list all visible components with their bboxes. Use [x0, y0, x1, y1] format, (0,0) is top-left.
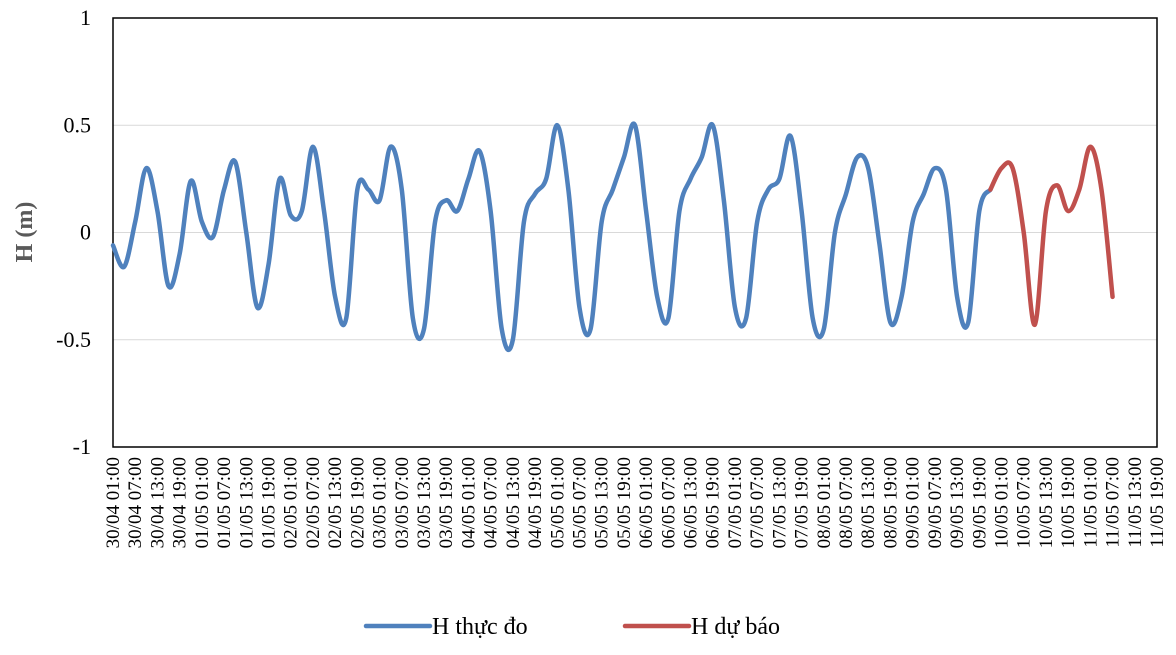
x-tick-label: 03/05 07:00 — [392, 457, 413, 548]
x-tick-label: 30/04 01:00 — [103, 457, 124, 548]
series-line-0 — [110, 121, 993, 353]
y-tick-label: 0.5 — [64, 112, 92, 137]
y-tick-label: 0 — [80, 220, 91, 245]
x-tick-label: 30/04 19:00 — [170, 457, 191, 548]
x-tick-label: 02/05 01:00 — [281, 457, 302, 548]
series-lines — [110, 121, 1115, 353]
x-tick-label: 05/05 01:00 — [547, 457, 568, 548]
y-tick-label: -1 — [73, 434, 91, 459]
y-tick-label: -0.5 — [56, 327, 91, 352]
x-tick-label: 01/05 19:00 — [258, 457, 279, 548]
x-tick-label: 08/05 13:00 — [858, 457, 879, 548]
x-tick-label: 04/05 07:00 — [481, 457, 502, 548]
x-tick-label: 09/05 07:00 — [925, 457, 946, 548]
x-tick-label: 07/05 19:00 — [792, 457, 813, 548]
legend-label-1: H dự báo — [691, 614, 780, 640]
series-line-1 — [988, 144, 1115, 328]
x-tick-label: 03/05 19:00 — [436, 457, 457, 548]
x-tick-label: 04/05 19:00 — [525, 457, 546, 548]
x-tick-label: 08/05 07:00 — [836, 457, 857, 548]
x-tick-label: 02/05 19:00 — [347, 457, 368, 548]
x-tick-label: 05/05 13:00 — [592, 457, 613, 548]
x-tick-label: 08/05 01:00 — [814, 457, 835, 548]
gridlines — [113, 124, 1157, 341]
x-tick-label: 10/05 19:00 — [1058, 457, 1079, 548]
x-tick-label: 30/04 13:00 — [147, 457, 168, 548]
y-tick-label: 1 — [80, 5, 91, 30]
x-tick-label: 05/05 07:00 — [569, 457, 590, 548]
x-tick-label: 06/05 07:00 — [658, 457, 679, 548]
x-tick-label: 11/05 19:00 — [1147, 457, 1168, 548]
x-tick-label: 06/05 13:00 — [681, 457, 702, 548]
x-tick-label: 11/05 13:00 — [1125, 457, 1146, 548]
x-tick-label: 09/05 19:00 — [969, 457, 990, 548]
x-tick-label: 01/05 01:00 — [192, 457, 213, 548]
x-tick-label: 02/05 07:00 — [303, 457, 324, 548]
x-tick-label: 01/05 13:00 — [236, 457, 257, 548]
x-tick-label: 05/05 19:00 — [614, 457, 635, 548]
x-tick-label: 04/05 01:00 — [458, 457, 479, 548]
x-tick-label: 06/05 01:00 — [636, 457, 657, 548]
y-tick-labels: 1 0.5 0 -0.5 -1 — [56, 5, 91, 459]
x-tick-label: 07/05 07:00 — [747, 457, 768, 548]
x-tick-label: 04/05 13:00 — [503, 457, 524, 548]
x-tick-label: 08/05 19:00 — [880, 457, 901, 548]
x-tick-label: 30/04 07:00 — [125, 457, 146, 548]
x-tick-label: 11/05 07:00 — [1103, 457, 1124, 548]
x-tick-label: 01/05 07:00 — [214, 457, 235, 548]
x-tick-label: 07/05 13:00 — [769, 457, 790, 548]
legend-label-0: H thực đo — [432, 614, 528, 640]
x-tick-label: 11/05 01:00 — [1080, 457, 1101, 548]
x-tick-label: 10/05 07:00 — [1014, 457, 1035, 548]
x-tick-label: 02/05 13:00 — [325, 457, 346, 548]
x-tick-label: 03/05 01:00 — [370, 457, 391, 548]
x-tick-label: 09/05 13:00 — [947, 457, 968, 548]
x-tick-label: 07/05 01:00 — [725, 457, 746, 548]
x-tick-label: 03/05 13:00 — [414, 457, 435, 548]
x-tick-label: 06/05 19:00 — [703, 457, 724, 548]
y-axis-title: H (m) — [12, 202, 38, 263]
x-tick-label: 09/05 01:00 — [903, 457, 924, 548]
plot-area-border — [112, 17, 1158, 448]
x-tick-label: 10/05 01:00 — [992, 457, 1013, 548]
x-tick-labels: 30/04 01:00 30/04 07:00 30/04 13:00 30/04 1… — [103, 457, 1168, 548]
legend: H thực đo H dự báo — [363, 614, 780, 640]
x-tick-label: 10/05 13:00 — [1036, 457, 1057, 548]
